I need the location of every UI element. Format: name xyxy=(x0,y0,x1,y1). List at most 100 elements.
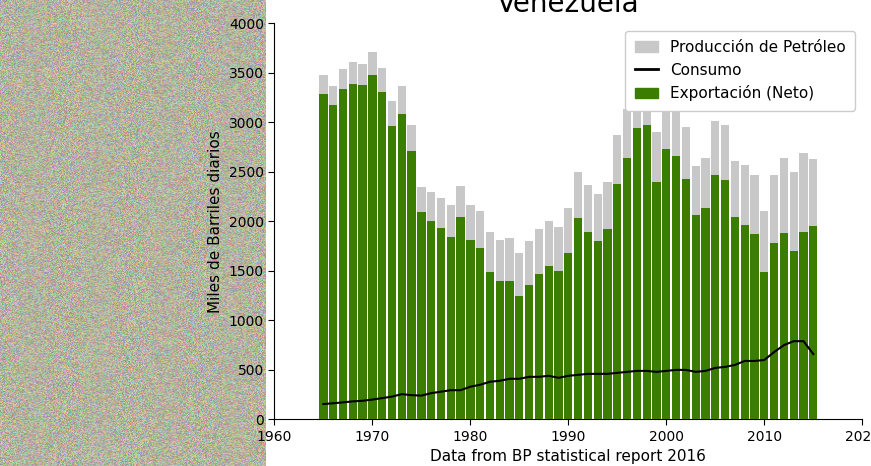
Bar xyxy=(672,156,680,419)
Bar xyxy=(632,128,641,419)
Bar xyxy=(643,75,651,419)
Bar xyxy=(378,68,387,419)
Bar xyxy=(525,240,533,419)
Bar xyxy=(789,172,798,419)
Bar xyxy=(368,75,376,419)
Bar xyxy=(711,175,719,419)
Bar xyxy=(535,229,544,419)
Bar xyxy=(554,227,563,419)
Bar xyxy=(456,218,465,419)
Bar xyxy=(632,78,641,419)
Bar xyxy=(789,251,798,419)
Bar xyxy=(397,115,406,419)
Bar xyxy=(652,132,661,419)
Bar xyxy=(770,174,779,419)
Legend: Producción de Petróleo, Consumo, Exportación (Neto): Producción de Petróleo, Consumo, Exporta… xyxy=(625,31,854,110)
Bar xyxy=(505,281,514,419)
Bar xyxy=(319,94,327,419)
Bar xyxy=(643,125,651,419)
Bar xyxy=(721,125,729,419)
Bar xyxy=(417,212,426,419)
Bar xyxy=(339,69,348,419)
Bar xyxy=(476,248,484,419)
Bar xyxy=(760,212,768,419)
Bar xyxy=(417,187,426,419)
Bar xyxy=(662,149,671,419)
Bar xyxy=(554,271,563,419)
Bar xyxy=(701,208,710,419)
Bar xyxy=(515,295,523,419)
Bar xyxy=(515,254,523,419)
Bar xyxy=(348,62,357,419)
Bar xyxy=(760,272,768,419)
Bar xyxy=(740,226,749,419)
Bar xyxy=(809,226,818,419)
Bar xyxy=(731,161,739,419)
Bar xyxy=(368,52,376,419)
Bar xyxy=(623,158,631,419)
Bar xyxy=(525,285,533,419)
Bar xyxy=(692,166,700,419)
Bar xyxy=(809,159,818,419)
Bar xyxy=(358,63,367,419)
Bar xyxy=(584,232,592,419)
Bar xyxy=(436,198,445,419)
Bar xyxy=(731,218,739,419)
Bar xyxy=(447,237,455,419)
Bar xyxy=(358,85,367,419)
Bar xyxy=(604,229,611,419)
Bar xyxy=(447,205,455,419)
Bar xyxy=(496,240,504,419)
Bar xyxy=(388,126,396,419)
Bar xyxy=(574,219,583,419)
Bar xyxy=(692,215,700,419)
Bar xyxy=(408,125,415,419)
Bar xyxy=(427,221,436,419)
Bar xyxy=(770,243,779,419)
Bar xyxy=(584,185,592,419)
Bar xyxy=(780,158,788,419)
Bar xyxy=(750,175,759,419)
Bar xyxy=(711,121,719,419)
Bar xyxy=(348,84,357,419)
Bar xyxy=(329,86,337,419)
Bar xyxy=(388,101,396,419)
Bar xyxy=(800,232,807,419)
Bar xyxy=(319,75,327,419)
Bar xyxy=(408,151,415,419)
Bar xyxy=(613,135,622,419)
Bar xyxy=(339,89,348,419)
Bar xyxy=(496,281,504,419)
Bar xyxy=(721,180,729,419)
Y-axis label: Miles de Barriles diarios: Miles de Barriles diarios xyxy=(208,130,223,313)
Bar xyxy=(593,241,602,419)
Bar xyxy=(466,240,475,419)
Bar xyxy=(456,186,465,419)
Bar xyxy=(593,194,602,419)
Bar xyxy=(329,104,337,419)
Bar xyxy=(535,274,544,419)
Bar xyxy=(378,92,387,419)
Bar xyxy=(427,192,436,419)
Bar xyxy=(564,208,572,419)
Bar xyxy=(740,165,749,419)
Bar xyxy=(436,228,445,419)
Bar xyxy=(662,99,671,419)
Bar xyxy=(505,238,514,419)
Bar xyxy=(574,172,583,419)
Bar xyxy=(613,184,622,419)
Bar xyxy=(486,232,494,419)
Bar xyxy=(604,182,611,419)
Bar xyxy=(544,266,553,419)
Bar xyxy=(682,127,690,419)
Bar xyxy=(466,205,475,419)
Bar xyxy=(564,253,572,419)
Bar xyxy=(544,220,553,419)
Bar xyxy=(486,272,494,419)
Bar xyxy=(780,233,788,419)
Bar xyxy=(672,105,680,419)
Title: Venezuela: Venezuela xyxy=(497,0,639,18)
Bar xyxy=(476,211,484,419)
Bar xyxy=(397,86,406,419)
Bar xyxy=(682,179,690,419)
